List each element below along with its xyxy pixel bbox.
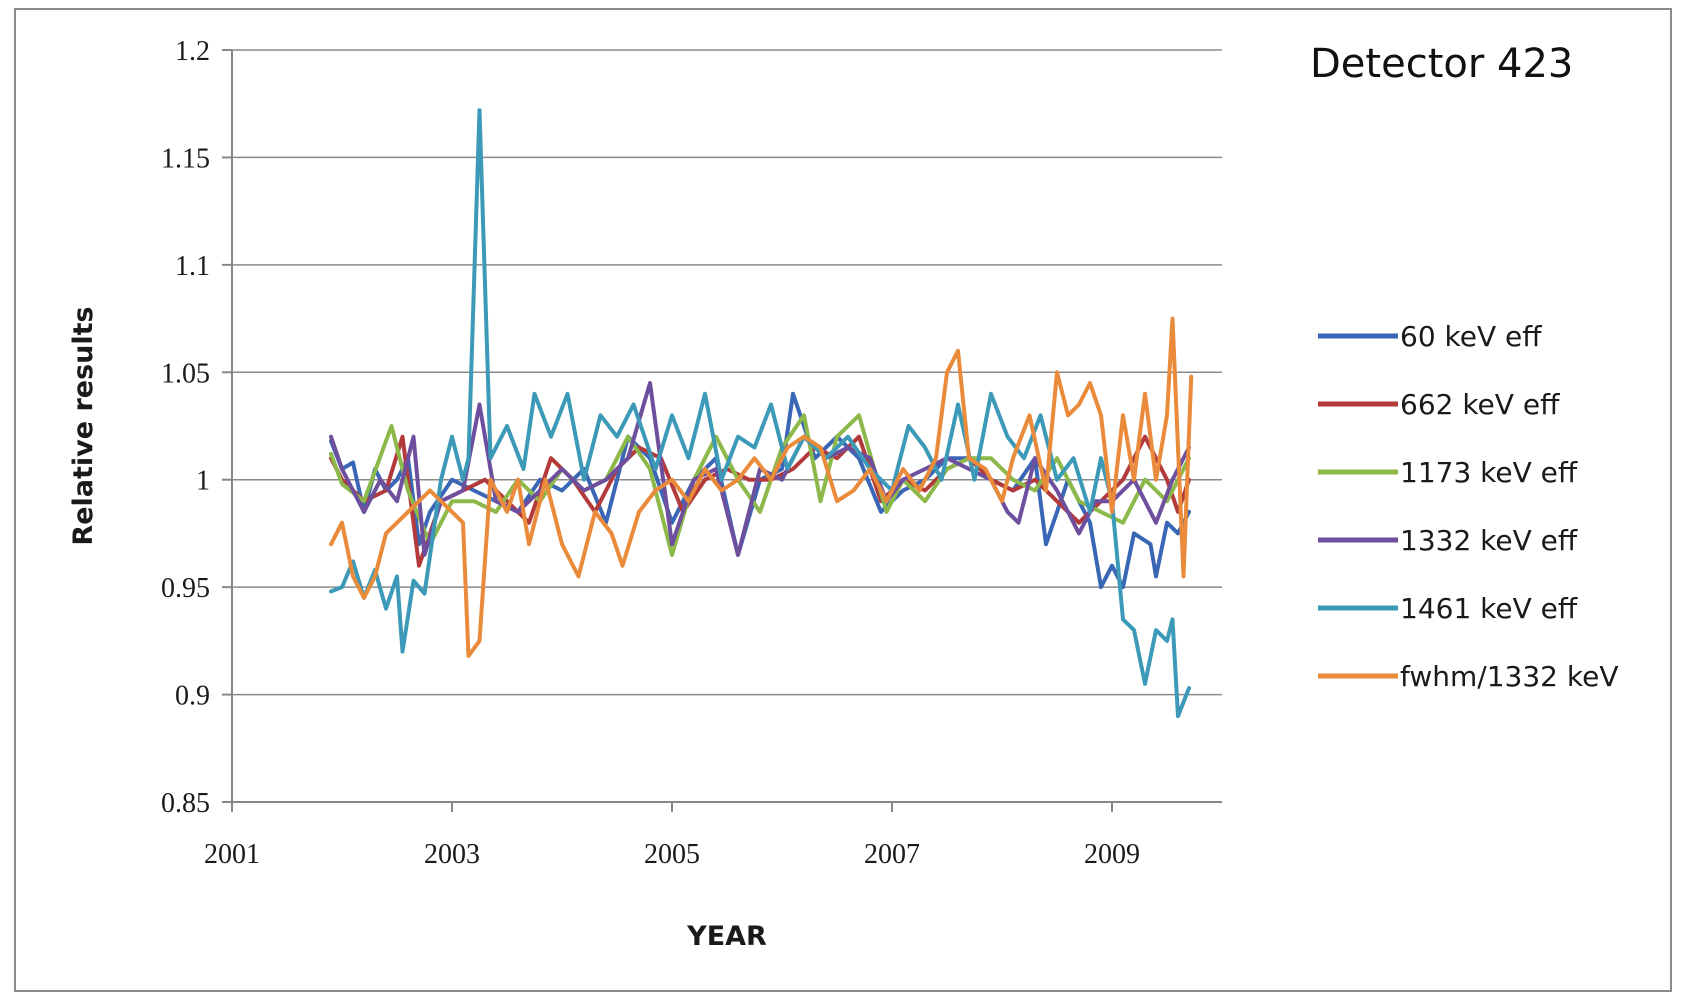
gridlines — [232, 49, 1222, 803]
y-axis-title: Relative results — [68, 306, 99, 545]
y-tick-label: 1.15 — [161, 143, 210, 174]
legend-entry: 662 keV eff — [1400, 388, 1560, 421]
y-tick-label: 0.9 — [175, 681, 210, 712]
y-tick-label: 1 — [196, 466, 210, 497]
series-line-3 — [329, 381, 1191, 557]
series-lines — [329, 108, 1194, 719]
legend-entry: fwhm/1332 keV — [1400, 660, 1618, 693]
x-tick-label: 2009 — [1084, 839, 1140, 870]
legend-entry: 1173 keV eff — [1400, 456, 1578, 489]
x-tick-label: 2001 — [204, 839, 260, 870]
y-tick-labels: 0.85 0.9 0.95 1 1.05 1.1 1.15 1.2 — [161, 36, 232, 819]
x-tick-label: 2003 — [424, 839, 480, 870]
x-tick-labels: 2001 2003 2005 2007 2009 — [204, 802, 1140, 870]
y-tick-label: 0.95 — [161, 573, 210, 604]
x-tick-label: 2005 — [644, 839, 700, 870]
y-tick-label: 1.1 — [175, 251, 210, 282]
chart-annotation: Detector 423 — [1310, 41, 1573, 87]
series-line-5 — [329, 316, 1194, 658]
legend-entry: 60 keV eff — [1400, 320, 1542, 353]
y-tick-label: 1.05 — [161, 358, 210, 389]
y-tick-label: 1.2 — [175, 36, 210, 67]
legend-entry: 1332 keV eff — [1400, 524, 1578, 557]
series-line-4 — [329, 108, 1191, 719]
legend-entry: 1461 keV eff — [1400, 592, 1578, 625]
x-axis-title: YEAR — [686, 921, 767, 952]
axes — [231, 50, 1222, 803]
legend: 60 keV eff 662 keV eff 1173 keV eff 1332 ke… — [1318, 320, 1618, 693]
x-tick-label: 2007 — [864, 839, 920, 870]
chart-frame — [14, 8, 1672, 992]
y-tick-label: 0.85 — [161, 788, 210, 819]
